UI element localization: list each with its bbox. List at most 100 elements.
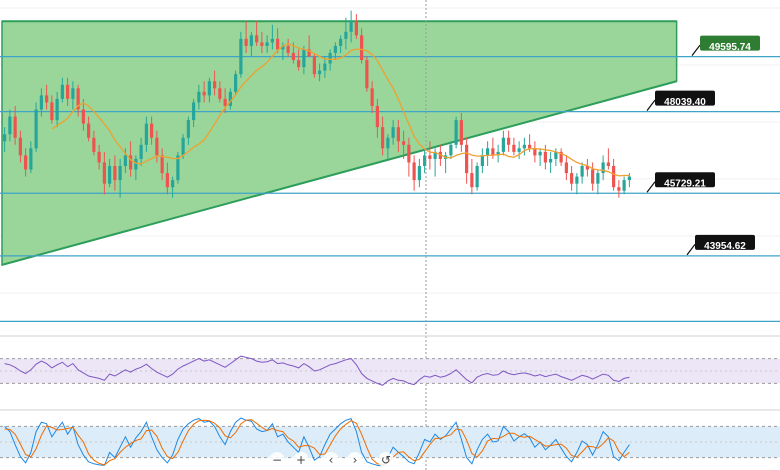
candle-body (339, 38, 343, 46)
chart-navigation-toolbar: − + ‹ › ↺ (269, 452, 394, 468)
candle-body (480, 155, 484, 166)
chevron-right-icon[interactable]: › (353, 453, 358, 467)
candle-body (491, 148, 495, 156)
candle-body (407, 144, 411, 163)
stoch-k-line (4, 417, 630, 467)
rsi-panel (0, 335, 780, 386)
candle-body (391, 127, 395, 138)
toolbar-button-bg[interactable] (378, 452, 394, 468)
chevron-left-icon[interactable]: ‹ (329, 453, 334, 467)
candle-body (449, 144, 453, 156)
level-tag-label: 45729.21 (664, 178, 706, 189)
candle-body (260, 42, 264, 46)
candle-body (512, 144, 516, 152)
candle-body (55, 98, 59, 121)
candle-body (139, 144, 143, 159)
candle-body (454, 120, 458, 145)
candle-body (312, 56, 316, 75)
candle-body (507, 137, 511, 145)
candle-body (423, 155, 427, 166)
candle-body (459, 120, 463, 145)
toolbar-button-bg[interactable] (323, 452, 339, 468)
candle-body (281, 45, 285, 50)
candle-body (155, 137, 159, 156)
candle-body (223, 98, 227, 106)
candle-body (3, 134, 7, 142)
candle-body (470, 173, 474, 188)
candle-body (123, 155, 127, 166)
level-tag (695, 234, 755, 250)
chevron-right-button[interactable]: › (347, 452, 363, 468)
toolbar-button-bg[interactable] (347, 452, 363, 468)
candle-body (218, 88, 222, 99)
candle-body (265, 42, 269, 46)
candle-body (8, 116, 12, 135)
candle-body (549, 158, 553, 163)
candle-body (186, 120, 190, 138)
minus-icon[interactable]: − (272, 453, 282, 467)
candle-body (39, 95, 43, 110)
chevron-left-button[interactable]: ‹ (323, 452, 339, 468)
candle-body (302, 49, 306, 68)
candle-body (575, 176, 579, 184)
candle-body (102, 162, 106, 184)
candle-body (197, 91, 201, 103)
candle-body (45, 95, 49, 103)
toolbar-button-bg[interactable] (293, 452, 309, 468)
candle-body (486, 148, 490, 156)
candle-body (239, 38, 243, 75)
candle-body (181, 137, 185, 156)
candle-body (202, 91, 206, 96)
tag-pointer (646, 181, 656, 193)
candle-body (396, 127, 400, 142)
candle-body (428, 155, 432, 159)
candle-body (386, 137, 390, 149)
candle-body (307, 49, 311, 57)
plus-icon[interactable]: + (296, 453, 306, 467)
candle-body (360, 35, 364, 61)
level-tag (655, 172, 715, 188)
moving-average (51, 43, 630, 177)
candle-body (34, 109, 38, 149)
candle-body (113, 166, 117, 181)
candle-body (538, 151, 542, 156)
candle-body (375, 105, 379, 128)
toolbar-button-bg[interactable] (269, 452, 285, 468)
candle-body (29, 148, 33, 170)
candle-body (559, 151, 563, 163)
reset-icon[interactable]: ↺ (381, 453, 391, 467)
tag-pointer (691, 44, 701, 57)
candle-body (150, 123, 154, 138)
candle-body (66, 84, 70, 99)
stochastic-panel (0, 409, 780, 467)
candle-body (528, 144, 532, 149)
level-tag-label: 48039.40 (664, 97, 706, 108)
level-tag-label: 49595.74 (709, 42, 751, 53)
candlestick-series (3, 10, 631, 198)
candle-body (402, 141, 406, 145)
level-tag-label: 43954.62 (704, 241, 746, 252)
candle-body (496, 151, 500, 156)
moving-average-line (51, 43, 630, 177)
candle-body (433, 151, 437, 159)
candle-body (176, 155, 180, 181)
candle-body (328, 52, 332, 64)
candle-body (344, 31, 348, 39)
candle-body (627, 176, 631, 181)
candle-body (501, 137, 505, 152)
candle-body (365, 60, 369, 89)
candle-body (585, 166, 589, 170)
candle-body (60, 84, 64, 99)
candle-body (13, 116, 17, 138)
candle-body (286, 45, 290, 53)
candle-body (108, 166, 112, 184)
candle-body (349, 21, 353, 32)
plus-button[interactable]: + (293, 452, 309, 468)
reset-button[interactable]: ↺ (378, 452, 394, 468)
candle-body (71, 88, 75, 99)
candle-body (118, 166, 122, 181)
minus-button[interactable]: − (269, 452, 285, 468)
candle-body (291, 52, 295, 61)
level-tag (655, 90, 715, 106)
